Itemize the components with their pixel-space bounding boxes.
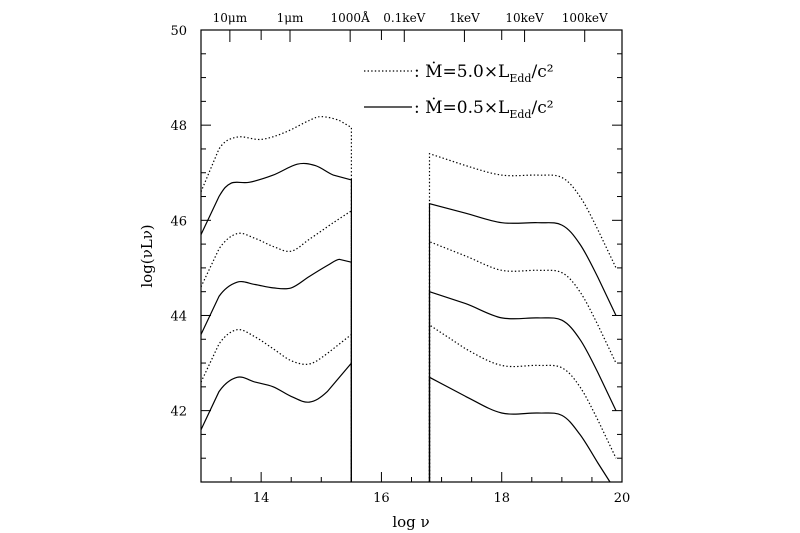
curves-group xyxy=(200,115,617,483)
series-0-dotted-line xyxy=(200,115,352,482)
y-tick-label-1: 44 xyxy=(170,309,187,324)
series-5-solid-line xyxy=(200,361,352,482)
top-label-6: 100keV xyxy=(562,11,608,25)
legend-1-tail: /c² xyxy=(531,98,553,118)
series-10-dotted-line xyxy=(428,323,617,482)
legend-0-main: : Ṁ=5.0×L xyxy=(414,61,509,82)
top-label-4: 1keV xyxy=(449,11,480,25)
x-axis-label: log ν xyxy=(392,513,429,531)
x-axis-label-text: log ν xyxy=(392,513,429,531)
x-tick-label-1: 16 xyxy=(373,491,390,506)
legend-1-main: : Ṁ=0.5×L xyxy=(414,97,509,118)
top-label-2: 1000Å xyxy=(331,10,371,25)
top-label-0: 10μm xyxy=(213,11,248,25)
y-tick-label-4: 50 xyxy=(170,24,187,39)
series-9-solid-line xyxy=(428,290,617,482)
y-axis-label: log(νLν) xyxy=(138,224,156,287)
series-6-dotted-line xyxy=(428,152,617,482)
labels-group: 14 16 18 20 42 44 46 48 50 10μm 1μm 1000Å 0.1keV 1keV… xyxy=(170,10,630,506)
series-11-solid-line xyxy=(428,376,611,483)
legend-label-1: : Ṁ=0.5×LEdd/c² xyxy=(414,97,554,121)
x-tick-label-0: 14 xyxy=(253,491,270,506)
y-tick-label-2: 46 xyxy=(170,214,187,229)
x-tick-label-3: 20 xyxy=(614,491,631,506)
series-1-solid-line xyxy=(200,162,352,482)
top-label-1: 1μm xyxy=(277,11,304,25)
legend-0-sub: Edd xyxy=(509,72,531,85)
series-7-solid-line xyxy=(428,202,617,482)
series-2-dotted-line xyxy=(200,209,352,482)
top-label-3: 0.1keV xyxy=(383,11,425,25)
series-4-dotted-line xyxy=(200,328,352,482)
legend-label-0: : Ṁ=5.0×LEdd/c² xyxy=(414,61,554,85)
y-tick-label-3: 48 xyxy=(170,119,187,134)
legend: : Ṁ=5.0×LEdd/c² : Ṁ=0.5×LEdd/c² xyxy=(364,61,554,121)
x-tick-label-2: 18 xyxy=(493,491,510,506)
legend-1-sub: Edd xyxy=(509,108,531,121)
top-label-5: 10keV xyxy=(505,11,544,25)
y-tick-label-0: 42 xyxy=(170,405,187,420)
series-3-solid-line xyxy=(200,258,352,482)
legend-0-tail: /c² xyxy=(531,62,553,82)
ticks-group xyxy=(200,29,623,482)
